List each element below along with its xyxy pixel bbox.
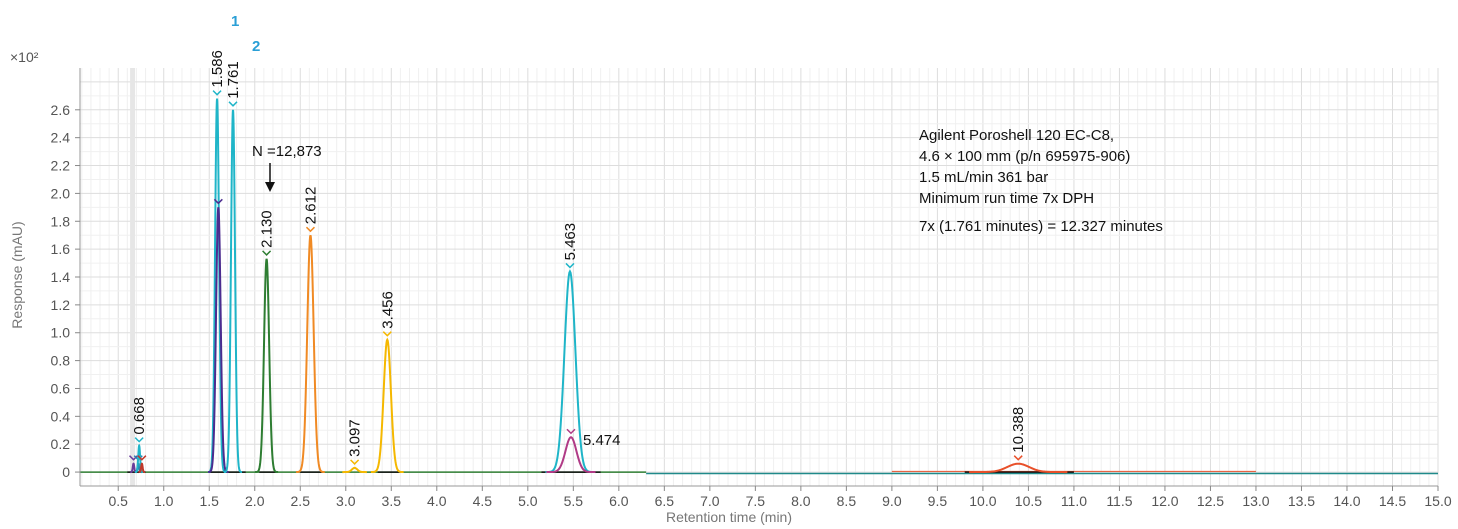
x-tick-label: 11.0	[1061, 493, 1087, 509]
y-tick-label: 1.0	[51, 325, 71, 341]
x-tick-label: 1.0	[154, 493, 174, 509]
method-note: Agilent Poroshell 120 EC-C8, 4.6 × 100 m…	[919, 127, 1163, 235]
x-tick-label: 6.5	[655, 493, 675, 509]
y-tick-label: 0	[62, 464, 70, 480]
peak-apex-marker	[213, 91, 221, 95]
peak-label: 1.586	[209, 50, 226, 88]
x-tick-label: 7.5	[746, 493, 766, 509]
peak-trace	[371, 340, 404, 472]
peak-label: 2.130	[259, 210, 276, 248]
method-note-line: 1.5 mL/min 361 bar	[919, 169, 1048, 186]
method-note-line: Minimum run time 7x DPH	[919, 190, 1094, 207]
peak-label: 2.612	[302, 187, 319, 225]
y-tick-label: 2.4	[51, 130, 71, 146]
x-tick-label: 13.5	[1288, 493, 1315, 509]
peak-label: 5.463	[562, 223, 579, 261]
x-tick-label: 15.0	[1424, 493, 1451, 509]
x-tick-label: 9.0	[882, 493, 902, 509]
x-tick-label: 5.5	[564, 493, 584, 509]
y-tick-label: 0.6	[51, 380, 71, 396]
y-tick-label: 2.6	[51, 102, 71, 118]
y-axis-title: Response (mAU)	[9, 221, 25, 328]
x-tick-label: 3.5	[382, 493, 402, 509]
x-tick-label: 11.5	[1106, 493, 1132, 509]
y-tick-label: 0.4	[51, 408, 71, 424]
y-tick-label: 2.2	[51, 158, 71, 174]
x-tick-label: 1.5	[200, 493, 220, 509]
x-tick-label: 4.0	[427, 493, 447, 509]
peak-apex-marker	[229, 102, 237, 106]
y-tick-label: 2.0	[51, 185, 71, 201]
x-tick-label: 3.0	[336, 493, 356, 509]
peak-number-2: 2	[252, 38, 260, 55]
peak-trace	[969, 464, 1067, 472]
y-multiplier-label: ×10²	[10, 49, 39, 65]
x-tick-label: 4.5	[473, 493, 493, 509]
x-tick-label: 7.0	[700, 493, 720, 509]
peak-label: 0.668	[131, 397, 148, 435]
x-tick-label: 10.5	[1015, 493, 1042, 509]
y-tick-label: 1.2	[51, 297, 71, 313]
peak-label: 3.097	[347, 419, 364, 457]
peak-label: 1.761	[225, 61, 242, 99]
x-tick-label: 8.0	[791, 493, 811, 509]
plate-count-label: N =12,873	[252, 143, 322, 160]
peak-apex-marker	[566, 263, 574, 267]
method-note-line: 7x (1.761 minutes) = 12.327 minutes	[919, 218, 1163, 235]
x-tick-label: 12.0	[1151, 493, 1178, 509]
x-tick-label: 2.0	[245, 493, 265, 509]
method-note-line: 4.6 × 100 mm (p/n 695975-906)	[919, 148, 1130, 165]
x-tick-label: 2.5	[291, 493, 311, 509]
peak-label: 3.456	[379, 291, 396, 329]
x-tick-label: 10.0	[969, 493, 996, 509]
x-tick-label: 8.5	[837, 493, 857, 509]
y-tick-label: 1.8	[51, 213, 71, 229]
x-tick-label: 5.0	[518, 493, 538, 509]
x-axis-title: Retention time (min)	[666, 509, 792, 525]
x-tick-label: 13.0	[1242, 493, 1269, 509]
peak-label: 5.474	[583, 432, 621, 449]
peak-label: 10.388	[1010, 407, 1027, 453]
plate-count-arrow-head	[265, 182, 275, 192]
y-tick-label: 1.6	[51, 241, 71, 257]
x-tick-label: 6.0	[609, 493, 629, 509]
x-tick-label: 14.5	[1379, 493, 1406, 509]
x-tick-label: 14.0	[1333, 493, 1360, 509]
method-note-line: Agilent Poroshell 120 EC-C8,	[919, 127, 1114, 144]
grid-lines	[80, 68, 1438, 486]
x-tick-label: 9.5	[928, 493, 948, 509]
x-tick-label: 0.5	[108, 493, 128, 509]
x-tick-label: 12.5	[1197, 493, 1224, 509]
y-tick-label: 0.2	[51, 436, 71, 452]
peak-number-1: 1	[231, 13, 239, 30]
y-tick-label: 0.8	[51, 353, 71, 369]
peak-apex-marker	[306, 227, 314, 231]
y-tick-label: 1.4	[51, 269, 71, 285]
